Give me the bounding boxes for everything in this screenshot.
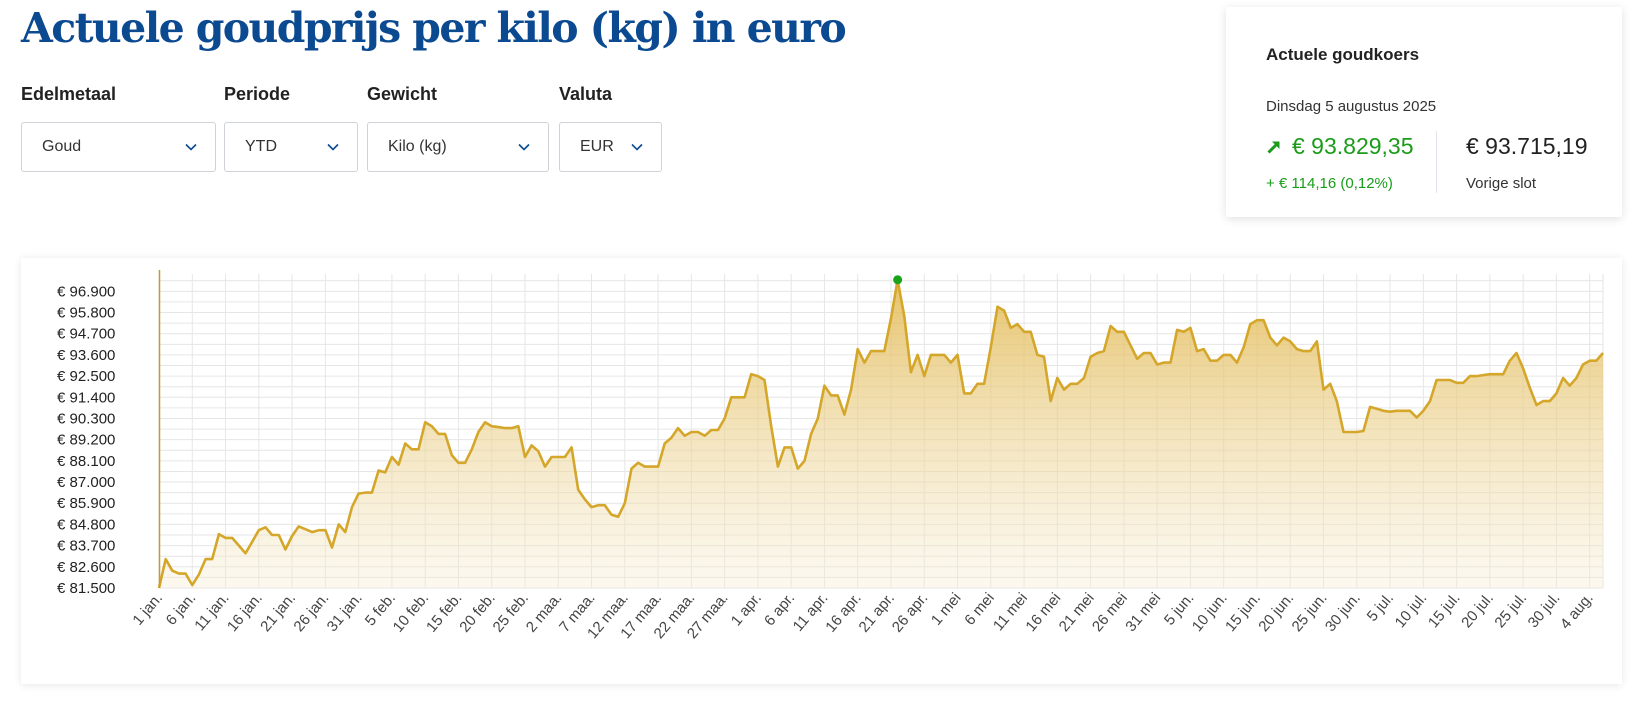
x-tick-label: 25 feb. — [490, 590, 533, 636]
currency-select-value: EUR — [580, 138, 614, 155]
current-price-card: Actuele goudkoers Dinsdag 5 augustus 202… — [1226, 7, 1622, 217]
x-tick-label: 15 jul. — [1425, 590, 1464, 632]
price-change: + € 114,16 (0,12%) — [1266, 175, 1393, 192]
weight-select[interactable]: Kilo (kg) — [367, 122, 549, 172]
current-price: € 93.829,35 — [1292, 133, 1414, 159]
period-select[interactable]: YTD — [224, 122, 358, 172]
x-tick-label: 1 jan. — [129, 590, 166, 629]
y-tick-label: € 88.100 — [57, 453, 115, 470]
arrow-up-right-icon — [1267, 141, 1280, 154]
metal-select[interactable]: Goud — [21, 122, 216, 172]
x-tick-label: 25 jun. — [1289, 590, 1331, 635]
x-tick-label: 31 mei — [1122, 590, 1164, 635]
x-tick-label: 4 aug. — [1557, 590, 1597, 633]
x-tick-label: 30 jul. — [1525, 590, 1564, 632]
x-tick-label: 26 mei — [1089, 590, 1131, 635]
y-tick-label: € 83.700 — [57, 538, 115, 555]
y-tick-label: € 81.500 — [57, 580, 115, 597]
currency-select[interactable]: EUR — [559, 122, 662, 172]
x-tick-label: 20 jul. — [1458, 590, 1497, 632]
y-tick-label: € 87.000 — [57, 474, 115, 491]
price-area — [159, 279, 1603, 588]
price-line — [157, 278, 1604, 589]
page-title: Actuele goudprijs per kilo (kg) in euro — [21, 4, 847, 52]
weight-select-value: Kilo (kg) — [388, 138, 447, 155]
y-tick-label: € 84.800 — [57, 516, 115, 533]
x-tick-label: 2 maa. — [523, 590, 566, 636]
chart-card: € 81.500 € 82.600 € 83.700 € 84.800 € 85.900… — [21, 258, 1622, 684]
weight-filter-label: Gewicht — [367, 84, 438, 104]
period-select-value: YTD — [245, 138, 277, 155]
x-tick-label: 21 mei — [1056, 590, 1098, 635]
x-tick-label: 31 jan. — [324, 590, 366, 635]
x-tick-label: 15 feb. — [423, 590, 466, 636]
previous-close-label: Vorige slot — [1466, 175, 1537, 192]
x-tick-label: 20 jun. — [1255, 590, 1297, 635]
price-chart[interactable]: € 81.500 € 82.600 € 83.700 € 84.800 € 85.900… — [21, 258, 1622, 684]
x-tick-label: 21 apr. — [856, 590, 899, 636]
x-tick-label: 25 jul. — [1491, 590, 1530, 632]
previous-close-price: € 93.715,19 — [1466, 133, 1588, 159]
y-tick-label: € 96.900 — [57, 283, 115, 300]
chevron-down-icon — [631, 143, 643, 151]
chevron-down-icon — [518, 143, 530, 151]
y-tick-label: € 93.600 — [57, 347, 115, 364]
x-tick-label: 26 apr. — [889, 590, 932, 636]
metal-select-value: Goud — [42, 138, 82, 155]
y-tick-label: € 91.400 — [57, 389, 115, 406]
y-tick-label: € 92.500 — [57, 368, 115, 385]
y-tick-label: € 90.300 — [57, 410, 115, 427]
card-divider — [1436, 131, 1437, 193]
x-tick-label: 16 jan. — [224, 590, 266, 635]
quote-date: Dinsdag 5 augustus 2025 — [1266, 98, 1437, 115]
x-tick-label: 10 feb. — [390, 590, 433, 636]
x-tick-label: 30 jun. — [1322, 590, 1364, 635]
x-tick-label: 1 mei — [928, 590, 965, 629]
metal-filter-label: Edelmetaal — [21, 84, 117, 104]
y-tick-label: € 94.700 — [57, 326, 115, 343]
x-tick-label: 15 jun. — [1222, 590, 1264, 635]
y-tick-label: € 95.800 — [57, 305, 115, 322]
card-title: Actuele goudkoers — [1266, 45, 1420, 64]
currency-filter-label: Valuta — [559, 84, 613, 104]
x-tick-label: 1 apr. — [728, 590, 765, 630]
x-tick-label: 10 jun. — [1189, 590, 1231, 635]
chevron-down-icon — [327, 143, 339, 151]
y-tick-label: € 85.900 — [57, 495, 115, 512]
y-tick-label: € 82.600 — [57, 559, 115, 576]
x-tick-label: 16 apr. — [822, 590, 865, 636]
x-tick-label: 21 jan. — [257, 590, 299, 635]
peak-marker — [893, 275, 903, 285]
period-filter-label: Periode — [224, 84, 291, 104]
y-tick-label: € 89.200 — [57, 432, 115, 449]
chevron-down-icon — [185, 143, 197, 151]
x-tick-label: 10 jul. — [1392, 590, 1431, 632]
x-tick-label: 20 feb. — [456, 590, 499, 636]
x-tick-label: 16 mei — [1022, 590, 1064, 635]
x-tick-label: 26 jan. — [290, 590, 332, 635]
